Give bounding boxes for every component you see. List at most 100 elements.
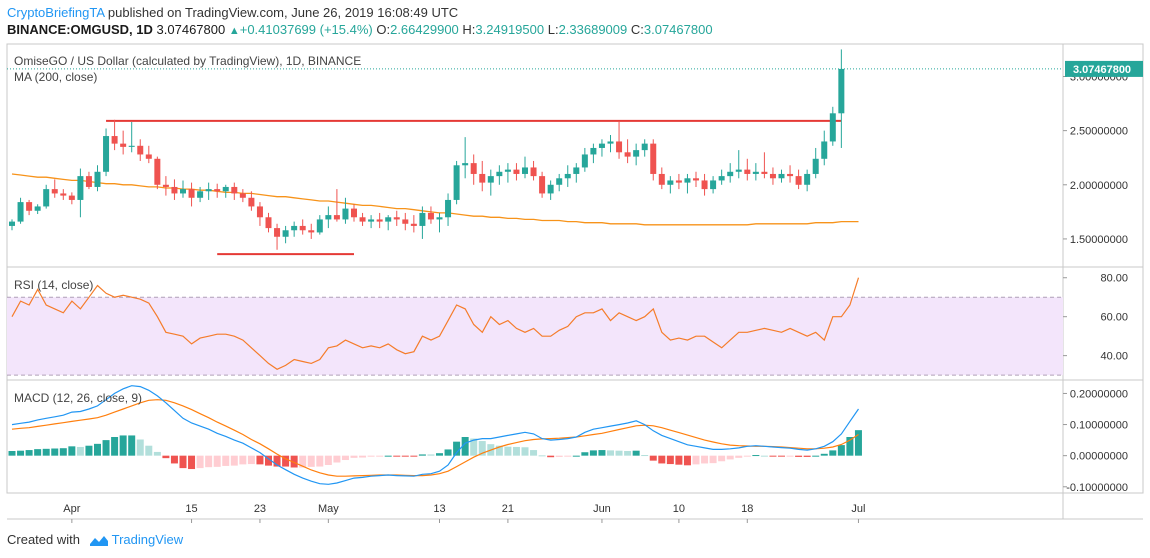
candle-body <box>103 136 110 172</box>
candle-body <box>402 219 409 224</box>
macd-histogram-bar <box>786 455 794 457</box>
candle-body <box>231 186 238 194</box>
candle-body <box>804 173 811 185</box>
chart-border <box>6 43 1144 494</box>
candle <box>556 173 563 192</box>
macd-histogram-bar <box>658 455 666 464</box>
candle <box>376 212 383 229</box>
macd-histogram-bar <box>820 453 828 456</box>
candle-body <box>43 189 50 207</box>
macd-histogram-bar <box>401 455 409 457</box>
candle-body <box>624 152 631 157</box>
candle-body <box>60 193 67 196</box>
macd-axis-tick-label: 0.10000000 <box>1070 420 1128 432</box>
candle <box>256 202 263 226</box>
candle <box>547 180 554 200</box>
candle-body <box>145 154 152 159</box>
macd-pane <box>8 385 862 485</box>
last-price-badge-label: 3.07467800 <box>1073 64 1131 76</box>
candle <box>693 171 699 187</box>
candle-body <box>214 189 221 192</box>
candle-body <box>633 150 640 157</box>
macd-histogram-bar <box>34 449 42 456</box>
candle <box>162 176 169 196</box>
candle-body <box>274 228 281 237</box>
macd-histogram-bar <box>239 455 247 465</box>
candle <box>658 167 665 190</box>
macd-histogram-bar <box>709 455 717 464</box>
tradingview-cloud-icon <box>89 536 108 546</box>
candle-body <box>265 217 272 229</box>
low-value: 2.33689009 <box>558 22 628 37</box>
candle <box>812 147 819 179</box>
macd-histogram-bar <box>94 443 101 456</box>
candle-body <box>180 189 186 194</box>
macd-histogram-bar <box>188 455 196 470</box>
macd-histogram-bar <box>589 450 597 456</box>
candle-body <box>34 206 41 211</box>
signal-line <box>11 399 859 477</box>
macd-histogram-bar <box>299 455 307 468</box>
macd-histogram-bar <box>649 455 657 461</box>
macd-histogram-bar <box>538 455 546 457</box>
candle <box>487 169 494 196</box>
candle <box>111 119 118 151</box>
candle <box>9 219 15 231</box>
macd-histogram-bar <box>598 450 606 456</box>
candle <box>205 182 212 200</box>
candle <box>470 154 477 185</box>
change-value: +0.41037699 (+15.4%) <box>239 22 373 37</box>
symbol-label: BINANCE:OMGUSD, 1D <box>7 22 153 37</box>
candle-body <box>333 215 340 220</box>
candle <box>804 169 811 192</box>
macd-histogram-bar <box>692 455 700 465</box>
candle <box>675 173 682 190</box>
candle-body <box>522 167 528 174</box>
macd-axis-tick-label: 0.00000000 <box>1070 451 1128 463</box>
candle <box>368 215 375 229</box>
macd-histogram-bar <box>25 450 33 456</box>
time-axis-label: 21 <box>502 503 514 515</box>
chart-canvas[interactable]: 1.500000002.000000002.500000003.00000000… <box>0 0 1150 530</box>
time-axis-label: 15 <box>185 503 197 515</box>
tradingview-brand[interactable]: TradingView <box>111 532 184 547</box>
candle-body <box>693 178 699 181</box>
macd-histogram-bar <box>341 455 349 461</box>
candle-body <box>453 165 460 200</box>
macd-histogram-bar <box>427 454 435 456</box>
author-link[interactable]: CryptoBriefingTA <box>7 5 105 20</box>
macd-histogram-bar <box>829 450 837 456</box>
candle-body <box>616 141 623 153</box>
candle-body <box>581 154 588 168</box>
macd-histogram-bar <box>760 455 768 457</box>
macd-label: MACD (12, 26, close, 9) <box>14 391 142 405</box>
candle <box>265 212 272 233</box>
candle <box>718 169 725 185</box>
candle <box>239 189 246 203</box>
candle-body <box>94 171 101 187</box>
rsi-axis-tick-label: 80.00 <box>1100 273 1128 285</box>
price-axis-tick-label: 1.50000000 <box>1070 234 1128 246</box>
candle-body <box>222 186 229 192</box>
candle <box>769 167 776 185</box>
candle <box>128 121 135 153</box>
candle-body <box>539 176 546 194</box>
macd-histogram-bar <box>282 455 290 467</box>
macd-histogram-bar <box>641 455 649 457</box>
macd-histogram-bar <box>376 455 384 457</box>
macd-histogram-bar <box>119 435 127 456</box>
macd-histogram-bar <box>222 455 230 466</box>
candle-body <box>393 217 400 220</box>
rsi-band <box>7 297 1063 376</box>
candle-body <box>385 217 392 222</box>
created-with-text: Created with <box>7 532 80 547</box>
rsi-axis-tick-label: 40.00 <box>1100 351 1128 363</box>
time-axis-label: Apr <box>63 503 80 515</box>
candle <box>333 189 340 222</box>
price-axis-tick-label: 2.00000000 <box>1070 180 1128 192</box>
macd-histogram-bar <box>128 435 136 456</box>
candle-body <box>838 68 845 114</box>
macd-histogram-bar <box>290 455 298 468</box>
macd-histogram-bar <box>153 451 161 456</box>
macd-histogram-bar <box>8 451 16 456</box>
